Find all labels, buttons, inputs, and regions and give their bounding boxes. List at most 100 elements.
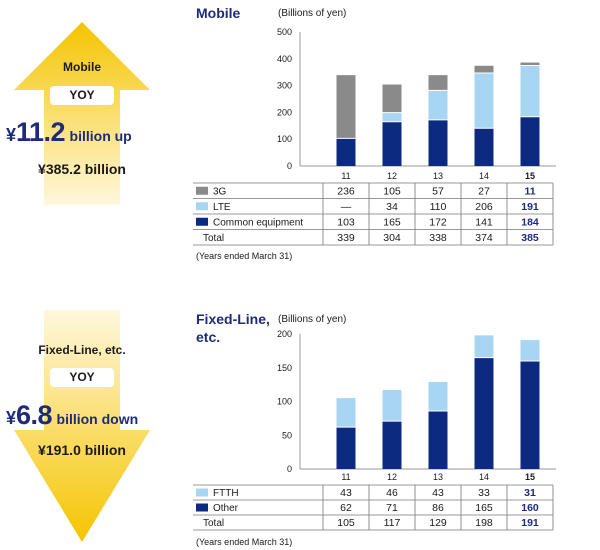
table-cell: 86 [432,502,444,514]
x-tick-label: 11 [341,472,350,482]
bar-segment [520,340,540,361]
table-cell: 27 [478,185,490,197]
table-cell: 339 [337,232,355,244]
mobile-yoy-box: YOY [50,86,114,105]
fixed-unit-label: (Billions of yen) [278,314,347,325]
bar-segment [474,65,494,74]
y-tick-label: 500 [277,27,292,37]
table-cell: 117 [384,517,401,529]
table-cell: 43 [340,487,352,499]
table-cell: 172 [429,216,447,228]
mobile-currency: ¥ [6,125,17,145]
table-cell: 206 [475,201,493,213]
table-cell: 304 [383,232,401,244]
table-cell: 129 [429,517,447,529]
table-cell: 33 [478,487,490,499]
bar-segment [474,335,494,358]
x-tick-label: 13 [433,472,443,482]
down-arrow-icon [14,310,150,542]
mobile-change-unit: billion up [69,128,132,144]
bar-segment [382,121,402,166]
table-cell: 34 [386,201,398,213]
fixed-total: ¥191.0 billion [38,442,126,458]
x-tick-label: 13 [433,171,443,181]
fixed-yoy-box: YOY [50,368,114,387]
y-tick-label: 100 [277,397,292,407]
fixed-arrow-label: Fixed-Line, etc. [38,343,126,357]
table-cell: 191 [521,201,539,213]
bar-segment [336,427,356,469]
bar-segment [382,84,402,113]
legend-swatch [196,217,208,226]
x-tick-label: 12 [387,171,397,181]
table-cell: 165 [383,216,401,228]
x-tick-label: 15 [525,472,535,482]
legend-swatch [196,186,208,195]
x-tick-label: 14 [479,171,489,181]
y-tick-label: 0 [287,161,292,171]
fixed-chart-title: Fixed-Line, etc. [196,311,270,345]
table-cell: 110 [430,201,447,213]
bar-segment [428,119,448,166]
fixed-change-unit: billion down [56,411,139,427]
bar-segment [474,73,494,129]
fixed-currency: ¥ [6,408,17,428]
bar-segment [382,421,402,469]
y-tick-label: 100 [277,134,292,144]
mobile-years-note: (Years ended March 31) [196,251,293,261]
mobile-chart: 0 100 200 300 400 500 11 12 13 14 15 3G 236 105 57 27 11… [193,27,556,246]
bar-segment [520,116,540,166]
bar-segment [428,75,448,91]
table-cell: 191 [521,517,539,529]
y-tick-label: 200 [277,107,292,117]
bar-segment [520,65,540,117]
table-cell: 198 [475,517,493,529]
table-cell: 184 [521,216,539,228]
summary-arrows [14,22,150,542]
table-row-label: Total [203,233,224,244]
table-cell: 46 [386,487,398,499]
x-tick-label: 14 [479,472,489,482]
table-cell: 71 [386,502,398,514]
up-arrow-icon [14,22,150,205]
fixed-years-note: (Years ended March 31) [196,537,293,547]
table-cell: 31 [524,487,536,499]
table-row-label: Other [213,503,239,514]
table-row-label: Common equipment [213,217,303,228]
table-row-label: LTE [213,202,231,213]
y-tick-label: 50 [282,430,292,440]
table-cell: 57 [432,185,444,197]
x-tick-label: 11 [341,171,350,181]
mobile-arrow-label: Mobile [63,60,101,74]
mobile-chart-title: Mobile [196,5,241,21]
y-tick-label: 300 [277,81,292,91]
legend-swatch [196,202,208,211]
table-cell: 165 [475,502,493,514]
bar-segment [428,90,448,120]
x-tick-label: 15 [525,171,535,181]
bar-segment [474,128,494,166]
mobile-yoy-change: ¥11.2 billion up [6,117,132,148]
table-cell: — [341,201,352,213]
bar-segment [428,381,448,411]
bar-segment [336,398,356,428]
bar-segment [520,62,540,66]
table-row-label: 3G [213,186,227,197]
y-tick-label: 150 [277,363,292,373]
table-cell: 236 [337,185,355,197]
legend-swatch [196,488,208,497]
table-cell: 385 [521,232,539,244]
bar-segment [336,75,356,139]
bar-segment [474,357,494,469]
table-cell: 141 [475,216,493,228]
y-tick-label: 0 [287,464,292,474]
bar-segment [382,112,402,122]
mobile-change-value: 11.2 [16,117,66,147]
y-tick-label: 400 [277,54,292,64]
fixed-yoy-change: ¥6.8 billion down [6,400,138,431]
y-tick-label: 200 [277,329,292,339]
bar-segment [520,361,540,469]
bar-segment [336,138,356,166]
table-cell: 103 [337,216,355,228]
